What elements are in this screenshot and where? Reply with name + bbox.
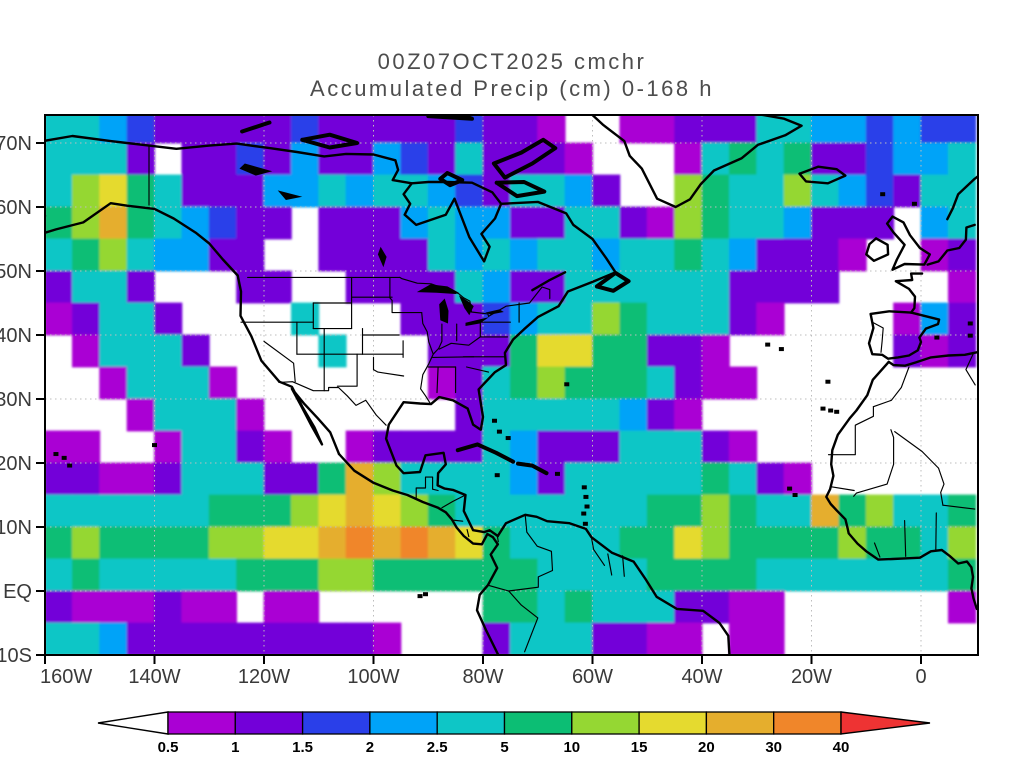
colorbar-segment xyxy=(167,711,236,735)
colorbar: 0.5 1 1.5 2 2.5 5 10 15 20 30 40 xyxy=(97,711,931,756)
latlon-gridlines xyxy=(45,115,978,656)
lon-tick-label: 100W xyxy=(347,666,399,688)
colorbar-over-arrow xyxy=(840,711,931,735)
colorbar-tick-label: 30 xyxy=(765,739,782,756)
chart-title: 00Z07OCT2025 cmchr xyxy=(377,49,647,74)
colorbar-segment xyxy=(234,711,304,735)
lon-tick-label: 20W xyxy=(791,666,832,688)
colorbar-under-arrow xyxy=(97,711,169,735)
lon-tick-label: 140W xyxy=(128,666,180,688)
colorbar-segment xyxy=(503,711,573,735)
colorbar-segment xyxy=(773,711,842,735)
coastlines-and-borders xyxy=(45,115,978,655)
colorbar-segment xyxy=(369,711,438,735)
lon-tick-label: 60W xyxy=(572,666,613,688)
colorbar-tick-label: 0.5 xyxy=(158,739,179,756)
chart-title-block: 00Z07OCT2025 cmchr Accumulated Precip (c… xyxy=(0,48,1024,102)
colorbar-tick-label: 2.5 xyxy=(427,739,448,756)
colorbar-tick-label: 10 xyxy=(563,739,580,756)
colorbar-tick-label: 20 xyxy=(698,739,715,756)
lat-tick-label: EQ xyxy=(3,581,32,603)
colorbar-segment xyxy=(436,711,506,735)
lat-tick-label: 50N xyxy=(0,261,32,283)
lon-tick-label: 0 xyxy=(915,666,926,688)
lat-tick-label: 20N xyxy=(0,453,32,475)
lat-tick-label: 10N xyxy=(0,517,32,539)
colorbar-tick-label: 5 xyxy=(500,739,508,756)
colorbar-segment xyxy=(638,711,708,735)
lon-tick-label: 120W xyxy=(238,666,290,688)
colorbar-tick-label: 1 xyxy=(231,739,239,756)
lat-tick-label: 60N xyxy=(0,197,32,219)
lat-tick-label: 70N xyxy=(0,133,32,155)
map-frame xyxy=(44,114,979,656)
axis-ticks-and-labels: 70N 60N 50N 40N 30N 20N 10N EQ 10S 160W 140W 120W 10… xyxy=(0,133,927,688)
chart-subtitle: Accumulated Precip (cm) 0-168 h xyxy=(310,76,714,101)
lon-tick-label: 160W xyxy=(40,666,92,688)
colorbar-segment xyxy=(301,711,371,735)
colorbar-tick-label: 1.5 xyxy=(292,739,313,756)
lat-tick-label: 40N xyxy=(0,325,32,347)
colorbar-tick-label: 40 xyxy=(833,739,850,756)
colorbar-tick-label: 15 xyxy=(631,739,648,756)
lon-tick-label: 80W xyxy=(462,666,503,688)
colorbar-segment xyxy=(571,711,640,735)
lat-tick-label: 30N xyxy=(0,389,32,411)
colorbar-segment xyxy=(705,711,775,735)
lon-tick-label: 40W xyxy=(681,666,722,688)
colorbar-tick-label: 2 xyxy=(366,739,374,756)
lat-tick-label: 10S xyxy=(0,645,32,667)
